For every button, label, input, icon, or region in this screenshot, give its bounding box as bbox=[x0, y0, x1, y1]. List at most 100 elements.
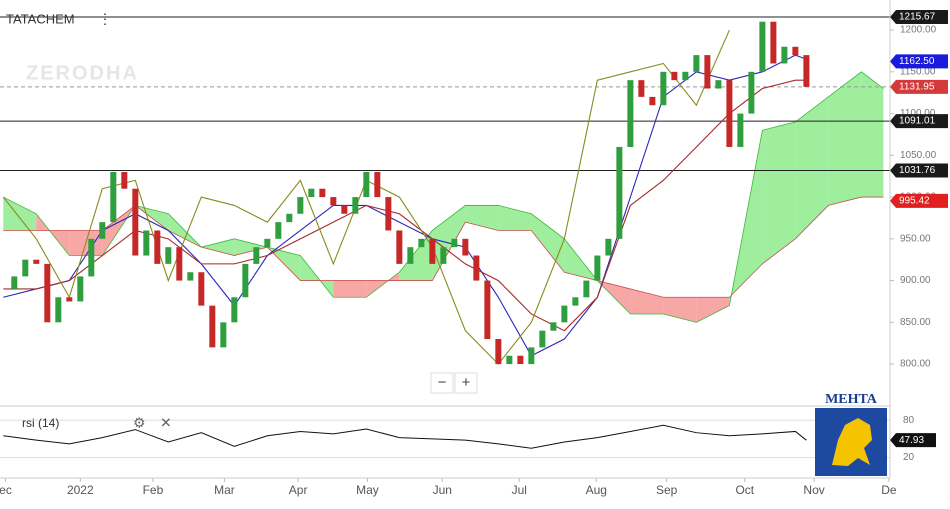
candle bbox=[638, 80, 645, 97]
candle bbox=[99, 222, 106, 239]
rsi-tag bbox=[890, 433, 936, 448]
candle bbox=[55, 297, 62, 323]
candle bbox=[407, 247, 414, 264]
cloud-segment bbox=[762, 121, 796, 264]
candle bbox=[506, 355, 513, 365]
candle bbox=[319, 188, 326, 198]
x-tick-label: Jul bbox=[512, 483, 527, 497]
candle bbox=[616, 146, 623, 239]
level-tag bbox=[890, 79, 948, 94]
candle bbox=[66, 297, 73, 302]
logo-title: MEHTA bbox=[825, 392, 878, 407]
settings-icon[interactable]: ⚙ bbox=[133, 415, 146, 431]
cloud-segment bbox=[696, 297, 730, 323]
zoom-in-label[interactable]: + bbox=[462, 374, 471, 391]
candle bbox=[660, 71, 667, 106]
candle bbox=[682, 71, 689, 81]
candle bbox=[308, 188, 315, 198]
menu-icon[interactable]: ⋮ bbox=[98, 11, 112, 27]
candle bbox=[231, 297, 238, 323]
level-label: 1162.50 bbox=[899, 56, 935, 67]
candle bbox=[154, 230, 161, 264]
close-icon[interactable]: ✕ bbox=[160, 415, 172, 431]
candle bbox=[209, 305, 216, 348]
candle bbox=[693, 55, 700, 72]
candle bbox=[781, 46, 788, 64]
candle bbox=[495, 339, 502, 365]
candle bbox=[176, 247, 183, 281]
cloud-edge bbox=[3, 71, 884, 323]
candle bbox=[517, 355, 524, 365]
candle bbox=[132, 188, 139, 256]
plot: 800.00850.00900.00950.001000.001050.0011… bbox=[0, 9, 948, 497]
zoom-out-label[interactable]: − bbox=[438, 374, 447, 391]
ticker: TATACHEM bbox=[6, 11, 75, 26]
level-tag bbox=[890, 193, 948, 208]
y-tick-label: 850.00 bbox=[900, 317, 931, 328]
candle bbox=[341, 205, 348, 214]
candle bbox=[33, 259, 40, 264]
candle bbox=[583, 280, 590, 298]
indicator-line bbox=[3, 79, 807, 332]
candle bbox=[572, 297, 579, 306]
y-tick-label: 1050.00 bbox=[900, 150, 937, 161]
level-label: 1131.95 bbox=[899, 82, 935, 93]
candle bbox=[726, 80, 733, 147]
candle bbox=[539, 330, 546, 348]
candle bbox=[253, 247, 260, 264]
level-tag bbox=[890, 9, 948, 24]
candle bbox=[363, 172, 370, 198]
candle bbox=[792, 46, 799, 56]
candle bbox=[451, 238, 458, 248]
x-tick-label: 2022 bbox=[67, 483, 94, 497]
candle bbox=[220, 322, 227, 348]
rsi-line bbox=[3, 424, 807, 449]
cloud-segment bbox=[234, 238, 268, 256]
x-tick-label: Nov bbox=[803, 483, 824, 497]
candle bbox=[473, 255, 480, 281]
candle bbox=[484, 280, 491, 340]
candle bbox=[550, 322, 557, 331]
candle bbox=[352, 197, 359, 214]
candle bbox=[121, 172, 128, 189]
cloud-segment bbox=[3, 197, 37, 231]
cloud-segment bbox=[333, 280, 367, 298]
candle bbox=[440, 247, 447, 264]
x-tick-label: May bbox=[356, 483, 379, 497]
y-tick-label: 1200.00 bbox=[900, 25, 937, 36]
candle bbox=[143, 230, 150, 256]
candle bbox=[418, 238, 425, 248]
level-tag bbox=[890, 54, 948, 69]
x-tick-label: Mar bbox=[214, 483, 235, 497]
candle bbox=[198, 272, 205, 306]
candle bbox=[429, 238, 436, 264]
level-label: 1091.01 bbox=[899, 116, 936, 127]
x-tick-label: Sep bbox=[656, 483, 678, 497]
rsi-tick-label: 20 bbox=[903, 452, 915, 463]
candle bbox=[385, 197, 392, 231]
x-tick-label: Feb bbox=[143, 483, 164, 497]
candle bbox=[759, 21, 766, 72]
candle bbox=[187, 272, 194, 281]
candle bbox=[737, 113, 744, 147]
y-tick-label: 1100.00 bbox=[900, 108, 936, 119]
cloud-segment bbox=[795, 96, 829, 239]
cloud-segment bbox=[828, 71, 862, 206]
x-tick-label: ec bbox=[0, 483, 12, 497]
candle bbox=[462, 238, 469, 256]
candle bbox=[11, 276, 18, 289]
cloud-segment bbox=[531, 213, 565, 273]
candle bbox=[561, 305, 568, 323]
logo-lion bbox=[832, 418, 872, 466]
candle bbox=[165, 247, 172, 264]
zoom-out-button[interactable] bbox=[430, 372, 454, 394]
level-label: 995.42 bbox=[899, 196, 930, 207]
cloud-segment bbox=[663, 297, 697, 323]
candle bbox=[528, 347, 535, 365]
y-tick-label: 950.00 bbox=[900, 233, 931, 244]
level-tag bbox=[890, 163, 948, 178]
zoom-in-button[interactable] bbox=[454, 372, 478, 394]
candle bbox=[297, 197, 304, 214]
x-tick-label: Aug bbox=[586, 483, 607, 497]
candle bbox=[671, 71, 678, 81]
